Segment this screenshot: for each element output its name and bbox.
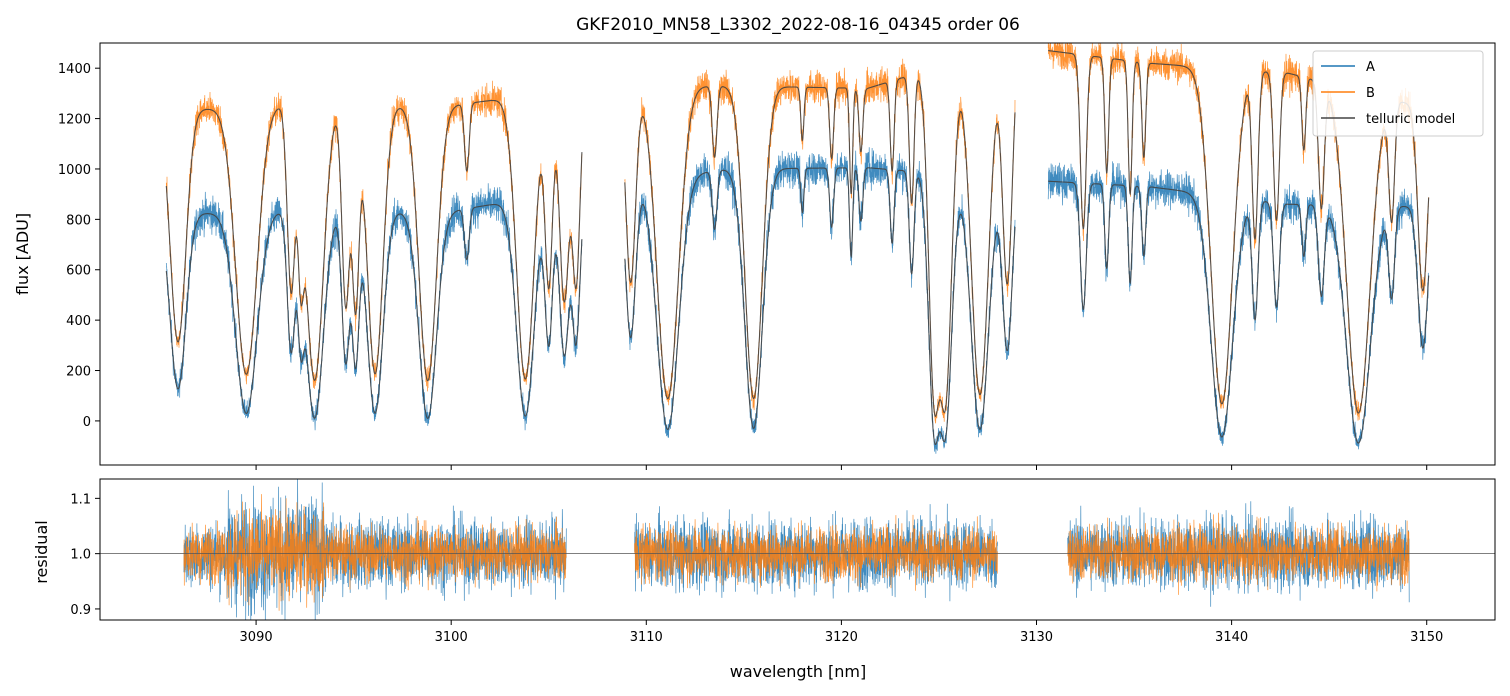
flux-series bbox=[165, 43, 1430, 454]
telluric-model-line-b-segment-1 bbox=[165, 99, 583, 382]
residual-x-tick-label: 3130 bbox=[1020, 630, 1053, 645]
residual-x-tick-label: 3140 bbox=[1215, 630, 1248, 645]
residual-x-tick-label: 3090 bbox=[240, 630, 273, 645]
flux-y-tick-label: 1200 bbox=[58, 113, 91, 128]
chart-title: GKF2010_MN58_L3302_2022-08-16_04345 orde… bbox=[576, 15, 1020, 35]
residual-x-tick-label: 3150 bbox=[1410, 630, 1443, 645]
legend-label-b: B bbox=[1366, 86, 1375, 101]
telluric-model-line-b-segment-3 bbox=[1048, 50, 1430, 414]
flux-y-label: flux [ADU] bbox=[13, 213, 32, 295]
telluric-model-line-a-segment-3 bbox=[1048, 180, 1430, 444]
residual-x-tick-label: 3100 bbox=[435, 630, 468, 645]
legend: A B telluric model bbox=[1312, 50, 1484, 137]
residual-x-ticks: 3090 3100 3110 3120 3130 3140 3150 bbox=[240, 620, 1443, 645]
residual-x-tick-label: 3120 bbox=[825, 630, 858, 645]
residual-series bbox=[183, 479, 1410, 620]
flux-y-tick-label: 0 bbox=[83, 415, 91, 430]
residual-axes-frame bbox=[99, 478, 1496, 621]
telluric-model-line-a-segment-1 bbox=[165, 203, 583, 420]
flux-y-tick-label: 600 bbox=[66, 264, 91, 279]
residual-line-b-segment-3 bbox=[1067, 512, 1410, 595]
residual-x-tick-label: 3110 bbox=[630, 630, 663, 645]
x-axis-label: wavelength [nm] bbox=[730, 662, 867, 681]
flux-y-tick-label: 1400 bbox=[58, 62, 91, 77]
legend-box bbox=[1312, 50, 1484, 137]
flux-panel: 0 200 400 600 800 1000 1200 1400 flux [ADU] A B… bbox=[13, 42, 1496, 470]
telluric-model-line-b-segment-2 bbox=[624, 77, 1016, 418]
flux-y-tick-label: 400 bbox=[66, 314, 91, 329]
residual-y-tick-label: 0.9 bbox=[70, 603, 91, 618]
residual-panel: 0.9 1.0 1.1 3090 3100 3110 3120 3130 3140 3150 r… bbox=[32, 478, 1496, 681]
flux-y-tick-label: 200 bbox=[66, 365, 91, 380]
residual-line-b-segment-1 bbox=[183, 494, 567, 611]
flux-axes-frame bbox=[99, 42, 1496, 466]
residual-y-label: residual bbox=[32, 520, 51, 583]
residual-y-tick-label: 1.0 bbox=[70, 548, 91, 563]
residual-line-b-segment-2 bbox=[634, 514, 998, 591]
flux-y-tick-label: 800 bbox=[66, 213, 91, 228]
flux-y-tick-label: 1000 bbox=[58, 163, 91, 178]
residual-y-tick-label: 1.1 bbox=[70, 492, 91, 507]
telluric-model-line-a-segment-2 bbox=[624, 167, 1016, 446]
flux-y-ticks: 0 200 400 600 800 1000 1200 1400 bbox=[58, 62, 100, 430]
flux-x-ticks bbox=[255, 465, 1428, 470]
legend-label-a: A bbox=[1366, 60, 1375, 75]
legend-label-telluric: telluric model bbox=[1366, 112, 1455, 127]
residual-y-ticks: 0.9 1.0 1.1 bbox=[70, 492, 100, 618]
